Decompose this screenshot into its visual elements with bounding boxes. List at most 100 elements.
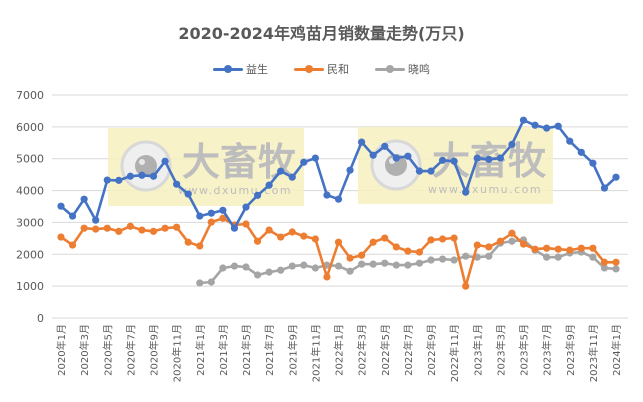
data-point-marker[interactable] xyxy=(519,240,528,248)
data-point-marker[interactable] xyxy=(80,224,88,232)
data-point-marker[interactable] xyxy=(369,260,377,268)
data-point-marker[interactable] xyxy=(161,157,169,165)
data-point-marker[interactable] xyxy=(288,228,296,236)
data-point-marker[interactable] xyxy=(92,216,100,224)
data-point-marker[interactable] xyxy=(543,124,551,132)
data-point-marker[interactable] xyxy=(381,259,389,267)
legend-item-xiaoming[interactable]: 晓鸣 xyxy=(375,61,430,77)
data-point-marker[interactable] xyxy=(219,214,227,222)
data-point-marker[interactable] xyxy=(438,156,447,164)
data-point-marker[interactable] xyxy=(277,266,285,274)
data-point-marker[interactable] xyxy=(230,224,239,232)
data-point-marker[interactable] xyxy=(346,267,354,275)
data-point-marker[interactable] xyxy=(323,191,331,199)
data-point-marker[interactable] xyxy=(346,166,354,174)
data-point-marker[interactable] xyxy=(300,261,308,269)
data-point-marker[interactable] xyxy=(427,256,435,264)
data-point-marker[interactable] xyxy=(554,122,562,130)
data-point-marker[interactable] xyxy=(207,278,215,286)
data-point-marker[interactable] xyxy=(138,171,146,179)
data-point-marker[interactable] xyxy=(126,172,134,180)
data-point-marker[interactable] xyxy=(68,212,77,220)
data-point-marker[interactable] xyxy=(230,262,239,270)
data-point-marker[interactable] xyxy=(554,245,562,253)
data-point-marker[interactable] xyxy=(415,259,424,267)
data-point-marker[interactable] xyxy=(600,184,609,192)
data-point-marker[interactable] xyxy=(438,235,447,243)
data-point-marker[interactable] xyxy=(196,242,204,250)
data-point-marker[interactable] xyxy=(612,258,620,266)
data-point-marker[interactable] xyxy=(242,203,250,211)
data-point-marker[interactable] xyxy=(566,246,574,254)
data-point-marker[interactable] xyxy=(242,220,250,228)
data-point-marker[interactable] xyxy=(438,255,447,263)
data-point-marker[interactable] xyxy=(612,265,620,273)
data-point-marker[interactable] xyxy=(612,173,620,181)
data-point-marker[interactable] xyxy=(508,237,516,245)
data-point-marker[interactable] xyxy=(253,191,262,199)
data-point-marker[interactable] xyxy=(450,256,458,264)
data-point-marker[interactable] xyxy=(508,229,516,237)
data-point-marker[interactable] xyxy=(149,227,158,235)
data-point-marker[interactable] xyxy=(462,282,470,290)
data-point-marker[interactable] xyxy=(381,142,389,150)
data-point-marker[interactable] xyxy=(311,154,319,162)
data-point-marker[interactable] xyxy=(323,273,331,281)
data-point-marker[interactable] xyxy=(265,268,273,276)
data-point-marker[interactable] xyxy=(242,263,250,271)
data-point-marker[interactable] xyxy=(184,238,192,246)
data-point-marker[interactable] xyxy=(103,176,111,184)
data-point-marker[interactable] xyxy=(404,247,412,255)
legend-item-yisheng[interactable]: 益生 xyxy=(213,61,268,77)
data-point-marker[interactable] xyxy=(600,258,609,266)
data-point-marker[interactable] xyxy=(485,252,493,260)
data-point-marker[interactable] xyxy=(57,233,65,241)
data-point-marker[interactable] xyxy=(369,238,377,246)
data-point-marker[interactable] xyxy=(450,157,458,165)
data-point-marker[interactable] xyxy=(277,233,285,241)
data-point-marker[interactable] xyxy=(415,167,424,175)
data-point-marker[interactable] xyxy=(496,154,504,162)
data-point-marker[interactable] xyxy=(103,224,111,232)
data-point-marker[interactable] xyxy=(219,264,227,272)
data-point-marker[interactable] xyxy=(311,235,319,243)
data-point-marker[interactable] xyxy=(566,137,574,145)
data-point-marker[interactable] xyxy=(543,244,551,252)
data-point-marker[interactable] xyxy=(392,154,400,162)
data-point-marker[interactable] xyxy=(531,245,539,253)
data-point-marker[interactable] xyxy=(207,209,215,217)
data-point-marker[interactable] xyxy=(473,241,481,249)
data-point-marker[interactable] xyxy=(427,236,435,244)
data-point-marker[interactable] xyxy=(531,121,539,129)
data-point-marker[interactable] xyxy=(346,254,354,262)
data-point-marker[interactable] xyxy=(462,188,470,196)
data-point-marker[interactable] xyxy=(115,176,123,184)
data-point-marker[interactable] xyxy=(334,262,343,270)
data-point-marker[interactable] xyxy=(173,223,181,231)
data-point-marker[interactable] xyxy=(92,225,100,233)
data-point-marker[interactable] xyxy=(496,237,504,245)
data-point-marker[interactable] xyxy=(265,181,273,189)
data-point-marker[interactable] xyxy=(300,158,308,166)
data-point-marker[interactable] xyxy=(288,262,296,270)
legend-item-minhe[interactable]: 民和 xyxy=(294,61,349,77)
data-point-marker[interactable] xyxy=(543,253,551,261)
data-point-marker[interactable] xyxy=(115,227,123,235)
data-point-marker[interactable] xyxy=(404,261,412,269)
data-point-marker[interactable] xyxy=(519,116,528,124)
data-point-marker[interactable] xyxy=(427,167,435,175)
data-point-marker[interactable] xyxy=(253,271,262,279)
data-point-marker[interactable] xyxy=(589,253,597,261)
data-point-marker[interactable] xyxy=(173,180,181,188)
data-point-marker[interactable] xyxy=(508,140,516,148)
data-point-marker[interactable] xyxy=(381,234,389,242)
data-point-marker[interactable] xyxy=(589,244,597,252)
data-point-marker[interactable] xyxy=(358,260,366,268)
data-point-marker[interactable] xyxy=(196,279,204,287)
data-point-marker[interactable] xyxy=(300,232,308,240)
data-point-marker[interactable] xyxy=(288,173,296,181)
data-point-marker[interactable] xyxy=(473,154,481,162)
data-point-marker[interactable] xyxy=(485,243,493,251)
data-point-marker[interactable] xyxy=(253,237,262,245)
data-point-marker[interactable] xyxy=(161,224,169,232)
